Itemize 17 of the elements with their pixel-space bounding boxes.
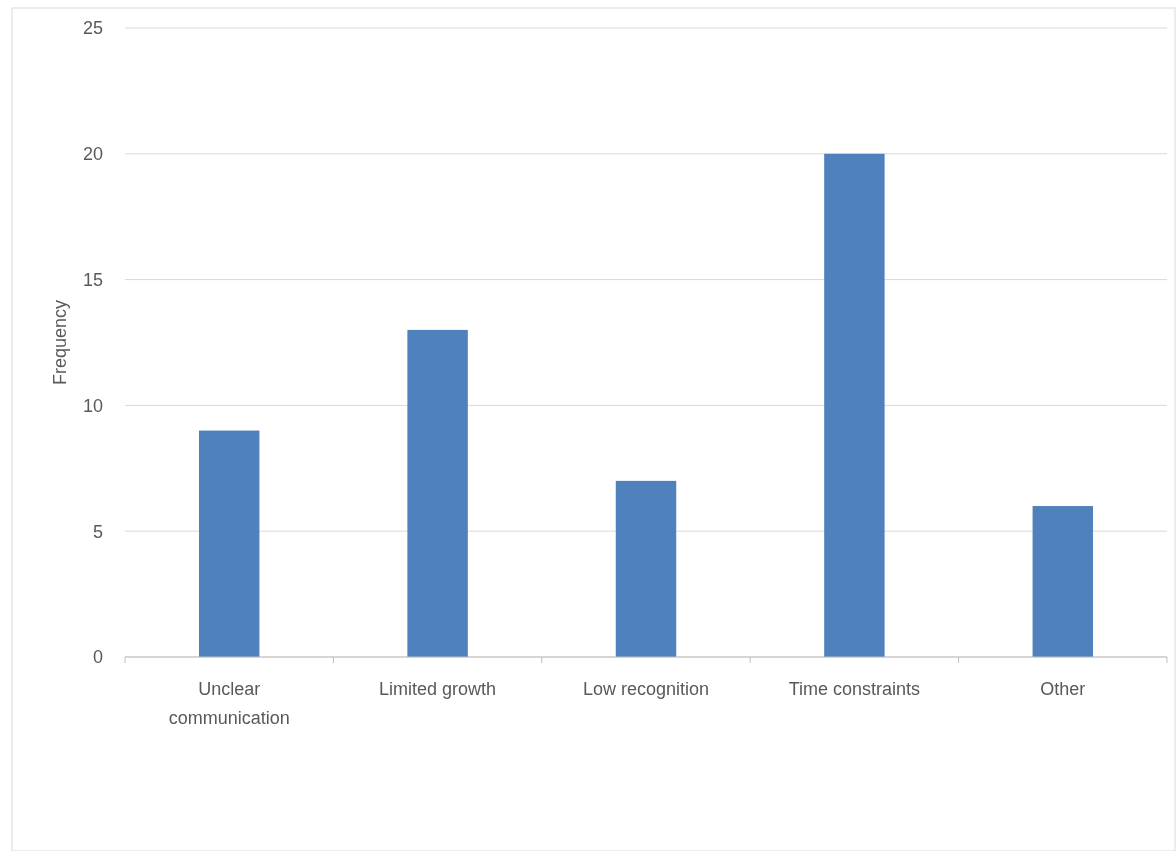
x-tick-label: Low recognition [582,679,710,699]
y-tick-label: 15 [82,269,103,290]
y-axis-title: Frequency [50,299,70,386]
x-tick-label: Other [1040,679,1086,699]
bar [824,153,885,657]
y-tick-label: 0 [92,647,103,668]
y-tick-label: 10 [82,395,103,416]
x-tick-label: Unclear communication [168,679,290,728]
y-tick-label: 20 [82,144,103,165]
bar [1032,506,1094,657]
y-tick-label: 5 [92,521,103,542]
y-tick-label: 25 [82,18,103,39]
bar [615,480,677,657]
x-tick-label: Time constraints [788,679,921,699]
bar [198,430,260,657]
bar [407,329,468,657]
x-tick-label: Limited growth [379,679,497,699]
